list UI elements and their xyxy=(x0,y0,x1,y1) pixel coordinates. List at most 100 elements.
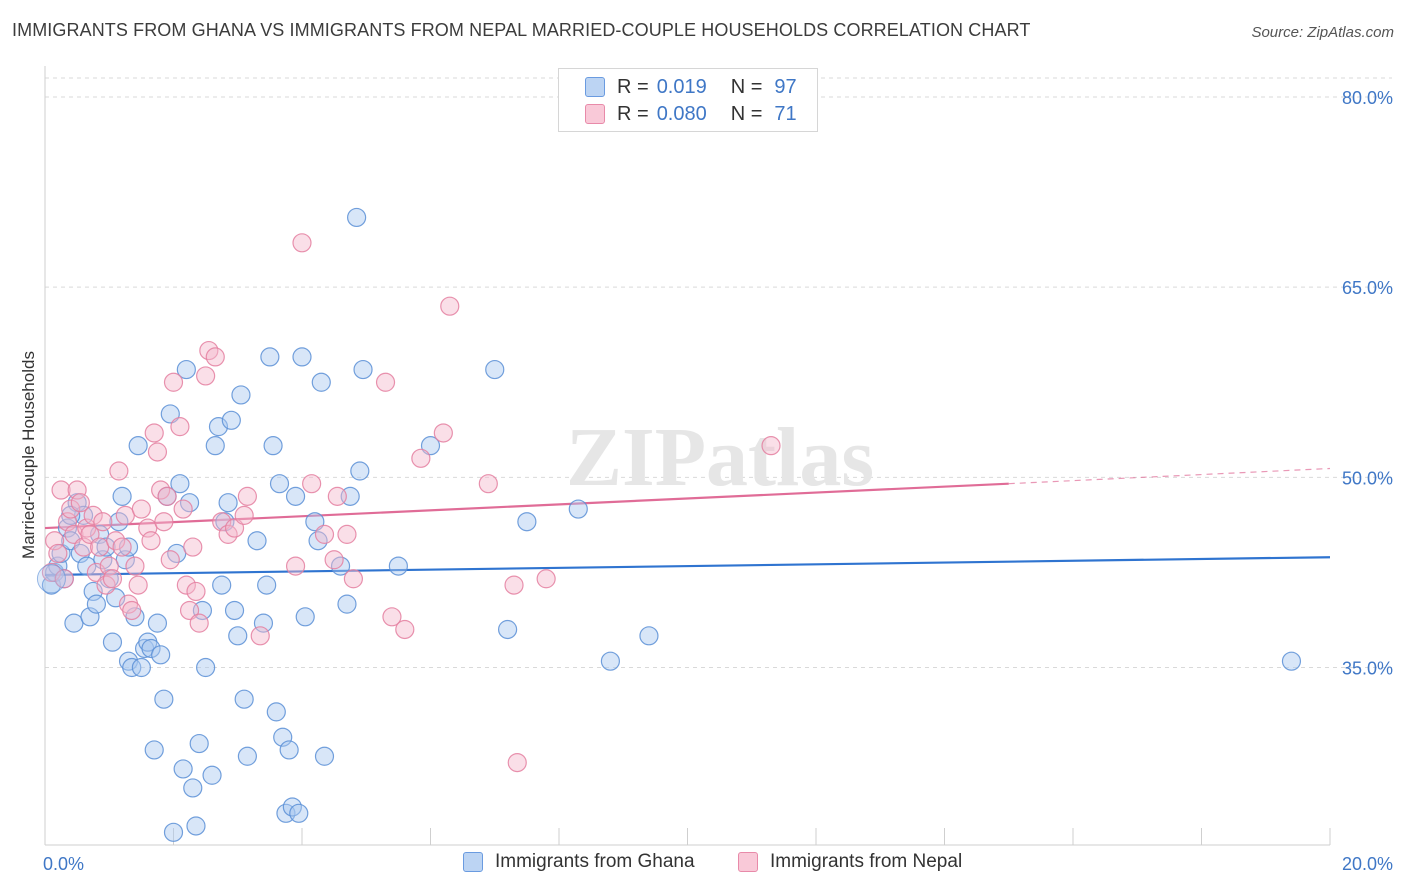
bottom-legend-swatch-nepal xyxy=(738,852,758,872)
trendlines xyxy=(44,467,1331,577)
nepal-point xyxy=(163,372,184,392)
nepal-point xyxy=(536,569,556,589)
ghana-point xyxy=(485,359,505,380)
ghana-point xyxy=(420,436,441,456)
ghana-point xyxy=(257,575,277,595)
nepal-point xyxy=(337,524,357,544)
ghana-point xyxy=(639,626,659,646)
nepal-point xyxy=(61,499,81,519)
nepal-point xyxy=(324,550,344,570)
nepal-point xyxy=(154,512,174,532)
y-tick-label: 80.0% xyxy=(1342,88,1393,108)
nepal-trendline-extension xyxy=(1008,467,1331,485)
ghana-point xyxy=(80,607,100,627)
ghana-point xyxy=(269,474,290,494)
nepal-point xyxy=(285,556,306,576)
ghana-point xyxy=(600,651,621,671)
x-tick-label: 20.0% xyxy=(1342,854,1393,874)
ghana-point xyxy=(160,404,180,424)
nepal-point xyxy=(170,417,190,437)
ghana-point xyxy=(305,512,325,532)
nepal-point xyxy=(112,537,132,557)
ghana-point xyxy=(228,626,248,646)
watermark: ZIPatlas xyxy=(566,411,874,504)
nepal-point xyxy=(196,366,216,386)
nepal-point xyxy=(250,626,270,646)
nepal-point xyxy=(224,518,245,538)
nepal-point xyxy=(144,423,164,443)
ghana-point xyxy=(186,816,206,836)
ghana-point xyxy=(314,746,335,766)
nepal-point xyxy=(375,372,396,392)
nepal-point xyxy=(173,499,193,519)
ghana-point xyxy=(353,359,373,380)
nepal-point xyxy=(292,233,312,253)
ghana-point xyxy=(292,347,312,367)
ghana-point xyxy=(144,740,164,760)
nepal-point xyxy=(99,556,119,576)
nepal-point xyxy=(478,474,498,494)
nepal-point xyxy=(125,556,145,576)
ghana-point xyxy=(388,556,408,576)
legend: R = 0.019 N = 97 R = 0.080 N = 71 xyxy=(558,68,818,132)
nepal-point xyxy=(343,569,363,589)
ghana-trendline xyxy=(44,556,1331,577)
nepal-point xyxy=(395,619,415,640)
nepal-point xyxy=(93,512,113,532)
nepal-point xyxy=(411,448,431,468)
ghana-point xyxy=(102,632,123,652)
legend-r-label: R = xyxy=(617,102,649,125)
ghana-point xyxy=(224,600,245,621)
nepal-point xyxy=(102,569,123,589)
bottom-legend-label-nepal: Immigrants from Nepal xyxy=(770,851,963,872)
ghana-point xyxy=(311,372,331,392)
nepal-point xyxy=(302,474,322,494)
nepal-point xyxy=(507,752,527,773)
legend-r-value: 0.080 xyxy=(656,102,707,125)
nepal-point xyxy=(761,436,781,456)
nepal-point xyxy=(90,537,110,557)
nepal-point xyxy=(122,600,142,621)
nepal-point xyxy=(504,575,524,595)
nepal-point xyxy=(54,569,74,589)
nepal-point xyxy=(183,537,203,557)
grid xyxy=(45,77,1392,669)
x-tick-labels: 0.0% 20.0% xyxy=(43,854,1393,874)
ghana-point xyxy=(498,619,518,640)
x-tick-label: 0.0% xyxy=(43,854,84,874)
ghana-point xyxy=(170,474,190,494)
nepal-point xyxy=(186,581,206,602)
ghana-point xyxy=(218,493,238,513)
legend-row-ghana: R = 0.019 N = 97 xyxy=(585,74,797,100)
bottom-legend-label-ghana: Immigrants from Ghana xyxy=(495,851,695,872)
ghana-point xyxy=(237,746,257,766)
ghana-point xyxy=(183,778,203,798)
ghana-point xyxy=(147,613,168,633)
nepal-point xyxy=(141,531,161,551)
y-tick-labels: 35.0% 50.0% 65.0% 80.0% xyxy=(1342,88,1393,678)
nepal-point xyxy=(131,499,151,519)
ghana-point xyxy=(96,537,116,557)
nepal-point xyxy=(189,613,209,633)
legend-r-label: R = xyxy=(617,75,649,98)
ghana-point xyxy=(154,689,174,709)
nepal-point xyxy=(237,486,257,506)
y-tick-label: 50.0% xyxy=(1342,468,1393,488)
nepal-trendline xyxy=(44,482,1009,530)
nepal-point xyxy=(45,531,65,551)
nepal-point xyxy=(440,296,460,316)
ghana-point xyxy=(337,594,357,614)
legend-row-nepal: R = 0.080 N = 71 xyxy=(585,101,797,127)
ghana-point xyxy=(266,702,286,722)
ghana-point xyxy=(347,207,367,228)
ghana-point xyxy=(517,512,537,532)
ghana-point xyxy=(176,359,196,380)
ghana-point xyxy=(295,607,315,627)
ghana-point xyxy=(285,486,306,506)
ghana-point xyxy=(131,657,151,678)
nepal-point xyxy=(57,512,78,532)
ghana-point xyxy=(289,803,309,823)
ghana-point xyxy=(128,436,148,456)
nepal-point xyxy=(160,550,180,570)
